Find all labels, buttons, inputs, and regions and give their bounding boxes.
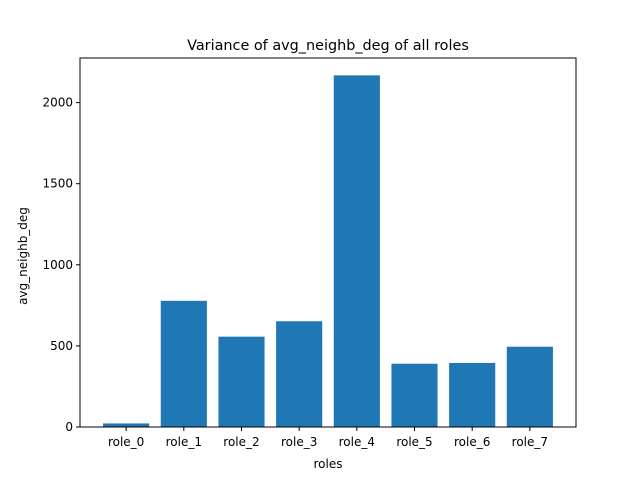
x-tick-label: role_5	[396, 435, 432, 449]
bar-role_3	[276, 321, 323, 427]
x-tick-label: role_3	[281, 435, 317, 449]
x-axis-label: roles	[314, 457, 343, 471]
bar-role_1	[160, 300, 207, 427]
y-tick-label: 1500	[42, 177, 73, 191]
y-axis-label: avg_neighb_deg	[16, 207, 30, 305]
bar-role_7	[506, 346, 553, 427]
plot-area: role_0 role_1 role_2 role_3 role_4 role_5 role…	[42, 57, 577, 449]
x-tick-label: role_4	[339, 435, 375, 449]
bar-role_0	[103, 423, 150, 427]
x-tick-label: role_7	[512, 435, 548, 449]
bar-role_4	[333, 75, 380, 427]
y-tick-label: 1000	[42, 258, 73, 272]
x-tick-label: role_1	[166, 435, 202, 449]
x-tick-label: role_0	[108, 435, 144, 449]
y-tick-label: 2000	[42, 96, 73, 110]
bar-role_2	[218, 336, 265, 427]
x-tick-label: role_6	[454, 435, 490, 449]
chart-title: Variance of avg_neighb_deg of all roles	[187, 38, 469, 54]
y-tick-label: 500	[50, 339, 73, 353]
x-tick-label: role_2	[223, 435, 259, 449]
y-tick-label: 0	[65, 420, 73, 434]
bar-role_5	[391, 363, 438, 427]
bar-role_6	[449, 362, 496, 427]
plot-frame	[79, 57, 577, 428]
